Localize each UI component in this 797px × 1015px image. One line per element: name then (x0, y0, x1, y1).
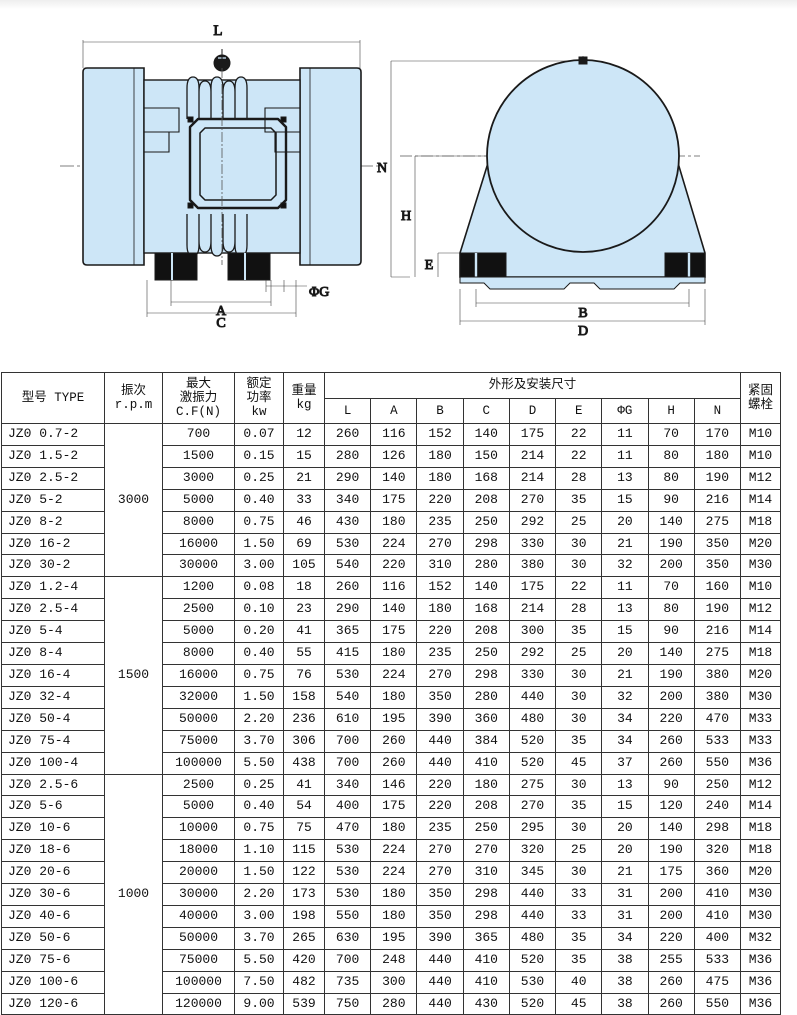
svg-text:D: D (578, 324, 588, 339)
svg-text:H: H (401, 209, 411, 224)
svg-text:L: L (213, 23, 222, 39)
svg-text:C: C (216, 316, 225, 331)
svg-text:B: B (578, 306, 587, 321)
svg-text:E: E (425, 258, 434, 273)
svg-text:ΦG: ΦG (309, 285, 329, 300)
svg-text:N: N (377, 161, 387, 176)
